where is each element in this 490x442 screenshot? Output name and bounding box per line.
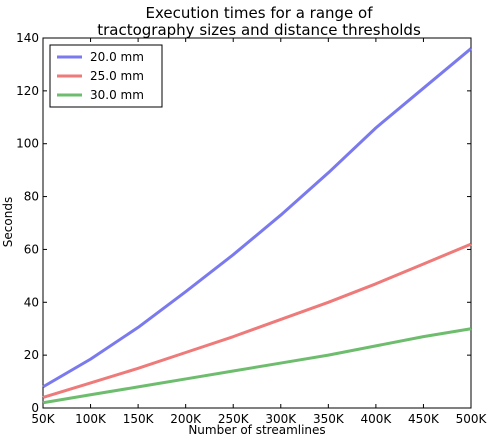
x-tick-label: 150K	[123, 412, 155, 426]
series-line-2	[42, 242, 472, 399]
y-tick-label: 60	[24, 242, 39, 256]
x-tick-label: 450K	[408, 412, 440, 426]
x-tick-label: 350K	[313, 412, 345, 426]
x-tick-label: 100K	[75, 412, 107, 426]
axis-ticks: 50K 100K 150K 200K 250K 300K 350K 400K 450K 500K 0…	[16, 31, 487, 426]
y-tick-label: 140	[16, 31, 39, 45]
legend: 20.0 mm 25.0 mm 30.0 mm	[49, 44, 163, 108]
x-tick-label: 200K	[170, 412, 202, 426]
y-tick-label: 80	[24, 190, 39, 204]
y-tick-label: 40	[24, 295, 39, 309]
x-tick-label: 50K	[31, 412, 55, 426]
legend-label-2: 25.0 mm	[90, 69, 144, 83]
y-tick-label: 0	[31, 401, 39, 415]
chart-title-line-1: Execution times for a range of	[145, 4, 373, 22]
x-axis-label: Number of streamlines	[188, 423, 325, 437]
y-tick-label: 120	[16, 84, 39, 98]
y-axis-label: Seconds	[1, 197, 15, 247]
legend-label-1: 20.0 mm	[90, 50, 144, 64]
x-tick-label: 500K	[456, 412, 488, 426]
x-tick-label: 250K	[218, 412, 250, 426]
legend-label-3: 30.0 mm	[90, 88, 144, 102]
series-line-3	[42, 327, 472, 405]
y-tick-label: 100	[16, 137, 39, 151]
series-line-1	[42, 47, 472, 389]
series-lines	[42, 47, 472, 405]
y-tick-label: 20	[24, 348, 39, 362]
x-tick-label: 400K	[360, 412, 392, 426]
x-tick-label: 300K	[265, 412, 297, 426]
plot-frame	[42, 37, 472, 409]
chart-title-line-2: tractography sizes and distance threshol…	[97, 21, 421, 39]
